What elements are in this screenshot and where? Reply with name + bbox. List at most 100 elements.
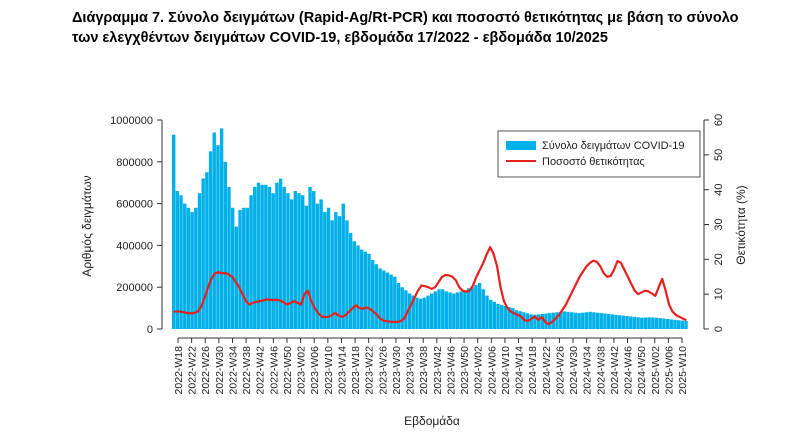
y-tick-label: 600000 <box>116 199 153 211</box>
bar <box>595 312 600 329</box>
bar <box>415 297 419 329</box>
bar <box>426 295 430 329</box>
x-tick-label: 2023-W02 <box>296 346 308 395</box>
bar <box>212 132 216 329</box>
bar <box>256 182 261 329</box>
bar <box>271 193 275 329</box>
x-tick-label: 2022-W22 <box>187 346 199 395</box>
bar <box>404 290 408 329</box>
bar <box>396 283 401 329</box>
bar <box>334 211 338 329</box>
bar <box>654 317 659 329</box>
bar <box>448 292 452 329</box>
bar <box>444 291 449 329</box>
bar <box>606 313 611 329</box>
bar <box>197 193 202 329</box>
x-tick-label: 2025-W02 <box>650 346 662 395</box>
bar <box>581 312 585 329</box>
x-tick-label: 2023-W22 <box>364 346 376 395</box>
bar <box>507 307 511 329</box>
bar <box>345 220 349 329</box>
bar <box>625 316 629 329</box>
x-tick-label: 2023-W06 <box>309 346 321 395</box>
bar <box>470 287 474 329</box>
legend: Σύνολο δειγμάτων COVID-19 Ποσοστό θετικό… <box>497 130 701 178</box>
bar <box>348 232 353 329</box>
bar <box>514 310 519 329</box>
bar <box>518 311 522 329</box>
bar <box>315 203 320 329</box>
bar <box>610 314 614 329</box>
bar <box>201 178 205 329</box>
bar <box>330 220 334 329</box>
bar <box>669 319 673 329</box>
bar <box>293 191 298 329</box>
legend-label-bars: Σύνολο δειγμάτων COVID-19 <box>542 140 684 152</box>
bar <box>179 195 183 329</box>
bar <box>245 207 250 329</box>
x-tick-label: 2025-W06 <box>663 346 675 395</box>
bar <box>533 314 537 329</box>
bar <box>430 293 434 329</box>
x-tick-label: 2023-W38 <box>418 346 430 395</box>
bar <box>411 295 415 329</box>
bar <box>603 313 607 329</box>
bar <box>219 128 224 329</box>
bar <box>599 313 603 329</box>
bar <box>485 295 489 329</box>
bar <box>238 209 242 329</box>
bar <box>341 203 345 329</box>
x-tick-label: 2023-W50 <box>459 346 471 395</box>
bar <box>282 186 286 329</box>
bar <box>452 293 456 329</box>
bar <box>617 315 622 329</box>
bar <box>492 301 497 329</box>
bar <box>371 260 375 329</box>
y-axis-title: Αριθμός δειγμάτων <box>80 175 94 276</box>
bar <box>547 313 552 329</box>
bar <box>234 226 239 329</box>
bar <box>481 289 485 329</box>
x-tick-label: 2022-W34 <box>227 346 239 395</box>
x-tick-label: 2023-W14 <box>336 346 348 395</box>
bar <box>190 211 194 329</box>
x-tick-label: 2022-W50 <box>282 346 294 395</box>
bar <box>337 216 342 329</box>
bar <box>260 184 264 329</box>
bar <box>356 245 360 329</box>
bar <box>227 186 231 329</box>
bar <box>323 211 327 329</box>
bar <box>588 311 592 329</box>
bar <box>183 203 187 329</box>
y-tick-label: 400000 <box>116 240 153 252</box>
bar <box>463 290 467 329</box>
bar <box>511 308 515 329</box>
bar <box>304 205 309 329</box>
bar <box>319 199 323 329</box>
bar <box>676 320 681 329</box>
legend-label-line: Ποσοστό θετικότητας <box>542 156 645 168</box>
bar <box>562 311 567 329</box>
y2-tick-label: 40 <box>713 184 725 196</box>
x-tick-label: 2024-W02 <box>473 346 485 395</box>
y2-tick-label: 10 <box>713 288 725 300</box>
bar <box>636 317 640 329</box>
bar <box>278 178 283 329</box>
x-tick-label: 2022-W30 <box>214 346 226 395</box>
bar <box>673 319 677 329</box>
legend-box <box>497 130 701 178</box>
page-title: Διάγραμμα 7. Σύνολο δειγμάτων (Rapid-Ag/… <box>72 8 772 48</box>
bar <box>540 313 544 329</box>
y2-tick-label: 60 <box>713 114 725 126</box>
x-tick-label: 2023-W26 <box>377 346 389 395</box>
bar <box>223 161 227 329</box>
bar <box>301 195 305 329</box>
bar <box>555 312 559 329</box>
bar <box>658 318 662 329</box>
x-tick-label: 2024-W42 <box>609 346 621 395</box>
bar <box>500 304 504 329</box>
bar <box>665 318 670 329</box>
x-tick-label: 2024-W06 <box>486 346 498 395</box>
bar <box>559 311 563 329</box>
